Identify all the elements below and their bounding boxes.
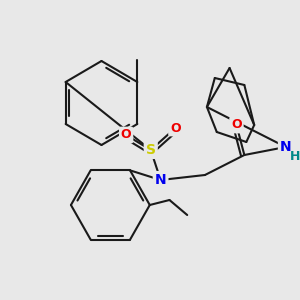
Text: O: O xyxy=(170,122,181,134)
Text: H: H xyxy=(290,151,300,164)
Text: N: N xyxy=(280,140,292,154)
Text: N: N xyxy=(155,173,167,187)
Text: O: O xyxy=(231,118,242,131)
Text: O: O xyxy=(121,128,131,142)
Text: S: S xyxy=(146,143,156,157)
